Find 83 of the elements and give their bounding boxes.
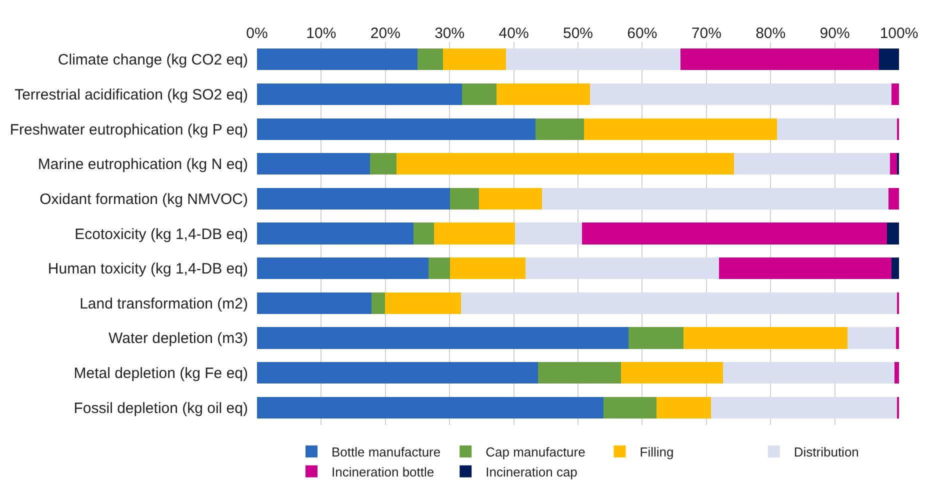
- bar: [257, 188, 450, 210]
- bar: [777, 118, 898, 140]
- bar: [434, 222, 516, 244]
- legend-label: Filling: [640, 444, 674, 460]
- x-tick-label: 80%: [756, 25, 786, 42]
- bar: [896, 327, 899, 349]
- bar: [396, 153, 734, 175]
- bar: [479, 188, 542, 210]
- bar: [683, 327, 848, 349]
- legend-label: Distribution: [794, 444, 859, 460]
- bar: [542, 188, 889, 210]
- bar: [515, 222, 582, 244]
- bar: [257, 396, 604, 418]
- bar: [384, 292, 462, 314]
- y-tick-label: Marine eutrophication (kg N eq): [38, 156, 248, 174]
- y-tick-label: Metal depletion (kg Fe eq): [74, 365, 248, 382]
- x-tick-label: 90%: [820, 25, 850, 42]
- bar: [536, 118, 584, 140]
- bar: [590, 83, 892, 106]
- bar: [656, 396, 711, 418]
- bar: [890, 153, 898, 175]
- bar: [462, 83, 496, 106]
- bar: [538, 362, 622, 384]
- bar: [257, 48, 418, 70]
- y-tick-label: Terrestrial acidification (kg SO2 eq): [14, 86, 248, 104]
- bar: [461, 292, 898, 314]
- bar: [496, 83, 590, 106]
- bar: [257, 118, 536, 140]
- bar: [418, 48, 444, 70]
- x-tick-label: 60%: [627, 25, 658, 42]
- x-tick-label: 70%: [691, 25, 722, 42]
- y-tick-label: Freshwater eutrophication (kg P eq): [10, 121, 248, 138]
- bar: [506, 48, 681, 70]
- bar: [891, 83, 899, 106]
- bar: [879, 48, 899, 70]
- bar: [450, 258, 526, 280]
- bar: [584, 118, 778, 140]
- legend-label: Cap manufacture: [486, 444, 586, 460]
- bar: [723, 362, 895, 384]
- legend-label: Incineration cap: [486, 464, 578, 480]
- bar: [370, 153, 396, 175]
- y-tick-label: Oxidant formation (kg NMVOC): [40, 190, 248, 208]
- bar: [428, 258, 450, 280]
- y-tick-label: Climate change (kg CO2 eq): [58, 52, 248, 69]
- bar: [710, 396, 898, 418]
- bar: [257, 362, 538, 384]
- x-tick-label: 0%: [246, 25, 268, 42]
- bar: [582, 222, 887, 244]
- x-tick-label: 100%: [880, 25, 918, 42]
- x-tick-label: 10%: [306, 25, 336, 42]
- bar: [680, 48, 880, 70]
- bar: [257, 327, 629, 349]
- bar: [621, 362, 724, 384]
- bar: [848, 327, 896, 349]
- legend-label: Bottle manufacture: [332, 444, 441, 460]
- bar: [257, 222, 414, 244]
- bar: [894, 362, 899, 384]
- bar: [888, 188, 899, 210]
- bar: [734, 153, 890, 175]
- x-tick-label: 40%: [498, 25, 529, 42]
- bar: [525, 258, 720, 280]
- bar: [257, 153, 370, 175]
- x-tick-label: 30%: [434, 25, 465, 42]
- bar: [443, 48, 506, 70]
- bar: [891, 258, 899, 280]
- y-tick-label: Land transformation (m2): [80, 295, 248, 312]
- bar: [450, 188, 480, 210]
- x-tick-label: 50%: [562, 25, 594, 42]
- x-tick-label: 20%: [370, 25, 400, 42]
- y-tick-label: Human toxicity (kg 1,4-DB eq): [48, 260, 248, 278]
- bar: [257, 258, 428, 280]
- bar: [414, 222, 434, 244]
- bar: [257, 83, 462, 106]
- legend-label: Incineration bottle: [332, 464, 434, 480]
- y-tick-label: Ecotoxicity (kg 1,4-DB eq): [74, 226, 248, 243]
- bar: [886, 222, 899, 244]
- bar: [371, 292, 385, 314]
- bar: [719, 258, 892, 280]
- y-tick-label: Water depletion (m3): [108, 330, 248, 348]
- bar: [257, 292, 372, 314]
- bar: [604, 396, 656, 418]
- bar: [628, 327, 684, 349]
- y-tick-label: Fossil depletion (kg oil eq): [74, 400, 248, 417]
